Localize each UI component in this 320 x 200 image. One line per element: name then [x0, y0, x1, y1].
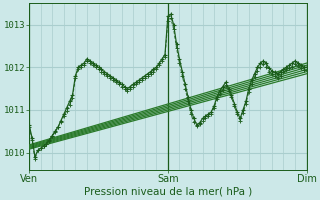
X-axis label: Pression niveau de la mer( hPa ): Pression niveau de la mer( hPa )	[84, 187, 252, 197]
